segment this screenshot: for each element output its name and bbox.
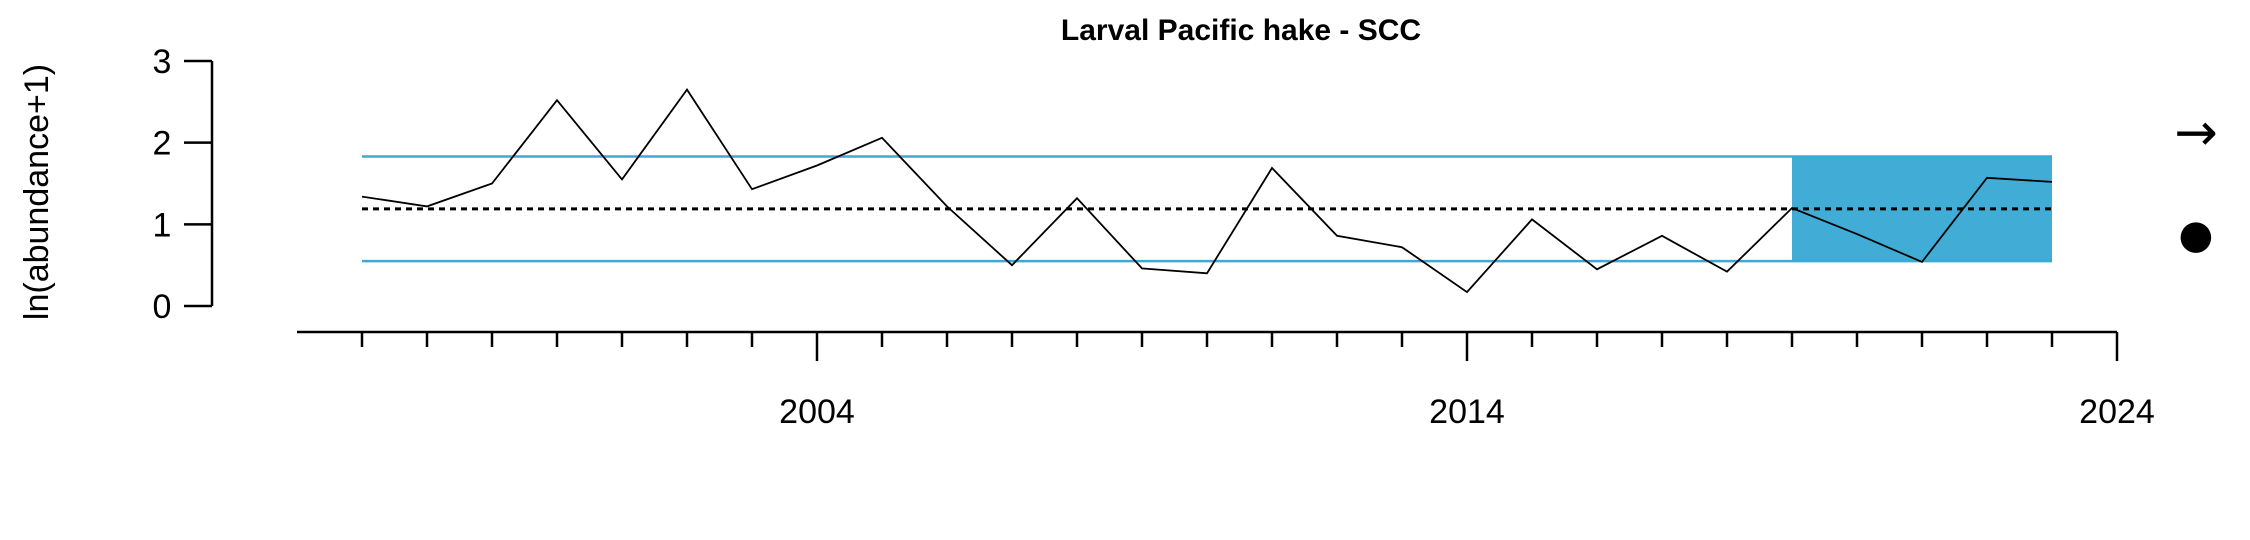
y-tick-label: 1 (153, 206, 172, 244)
trend-arrow-icon: → (2174, 103, 2218, 163)
y-axis-ticks: 0 1 2 3 (153, 43, 212, 326)
mean-indicator-dot-icon: ● (2179, 212, 2214, 258)
x-tick-label: 2004 (779, 393, 855, 431)
y-tick-label: 2 (153, 125, 172, 163)
chart-title: Larval Pacific hake - SCC (1061, 14, 1421, 47)
x-tick-label: 2014 (1429, 393, 1505, 431)
recent-period-shade (1792, 156, 2052, 262)
y-tick-label: 0 (153, 288, 172, 326)
x-axis-ticks: 2004 2014 2024 (360, 332, 2155, 431)
x-tick-label: 2024 (2079, 393, 2155, 431)
series-line (361, 88, 2053, 294)
y-axis-title: ln(abundance+1) (18, 64, 56, 320)
plot-area (361, 88, 2053, 294)
y-tick-label: 3 (153, 43, 172, 81)
